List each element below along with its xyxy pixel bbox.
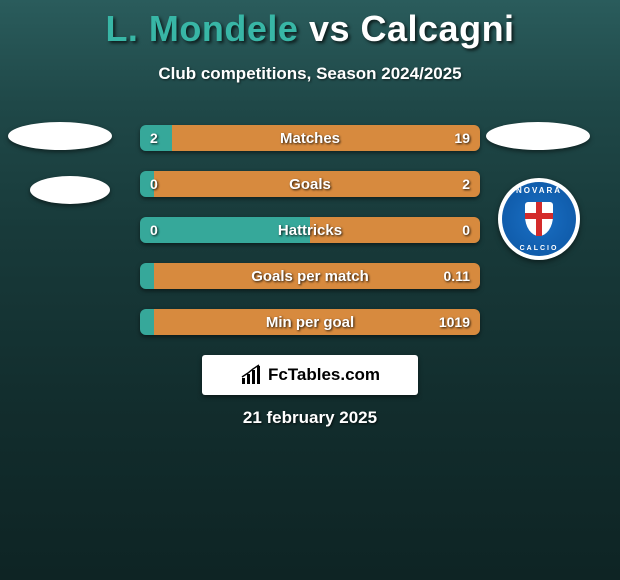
player2-name: Calcagni [361,8,515,49]
novara-club-badge: NOVARA CALCIO [498,178,580,260]
novara-text-top: NOVARA [502,186,576,195]
bar-left-segment [140,309,154,335]
club-logo-placeholder-left-2 [30,176,110,204]
club-logo-placeholder-left-1 [8,122,112,150]
bar-left-segment [140,171,154,197]
bar-left-segment [140,263,154,289]
bar-left-segment [140,125,172,151]
bar-left-segment [140,217,310,243]
club-logo-placeholder-right [486,122,590,150]
bar-right-segment [172,125,480,151]
subtitle: Club competitions, Season 2024/2025 [0,64,620,84]
stats-bars: Matches219 Goals02 Hattricks00 Goals per ma… [140,125,480,355]
brand-text: FcTables.com [268,365,380,385]
brand-box: FcTables.com [202,355,418,395]
bars-chart-icon [240,364,262,386]
bar-right-segment [154,263,480,289]
stat-row: Min per goal1019 [140,309,480,335]
bar-right-segment [154,309,480,335]
stat-row: Matches219 [140,125,480,151]
novara-badge-inner: NOVARA CALCIO [502,182,576,256]
stat-row: Hattricks00 [140,217,480,243]
stat-row: Goals per match0.11 [140,263,480,289]
comparison-infographic: L. Mondele vs Calcagni Club competitions… [0,0,620,580]
bar-right-segment [310,217,480,243]
page-title: L. Mondele vs Calcagni [0,0,620,50]
novara-text-bottom: CALCIO [502,245,576,252]
vs-separator: vs [309,8,350,49]
bar-right-segment [154,171,480,197]
stat-row: Goals02 [140,171,480,197]
novara-shield-icon [525,202,553,236]
date-line: 21 february 2025 [0,408,620,428]
player1-name: L. Mondele [105,8,298,49]
